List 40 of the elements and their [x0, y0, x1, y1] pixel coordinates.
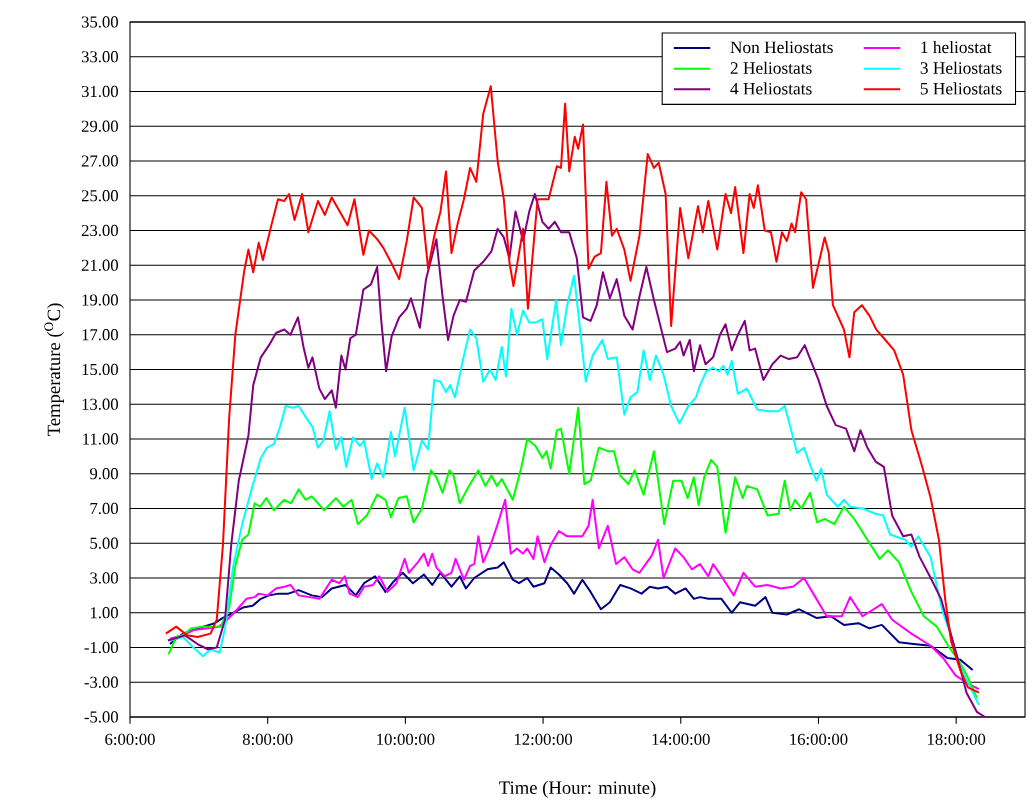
y-axis-title: Temperature ($^{O}$C) [44, 303, 64, 437]
x-axis-title: Time (Hour: minute) [499, 780, 656, 798]
y-tick-label: 31.00 [81, 85, 118, 98]
x-tick-label: 12:00:00 [514, 733, 573, 746]
y-tick-label: 13.00 [82, 398, 118, 410]
legend-label: 2 Heliostats [730, 61, 812, 74]
y-tick-label: 5.00 [90, 537, 118, 549]
y-tick-label: 17.00 [82, 329, 118, 341]
x-tick-label: 14:00:00 [652, 733, 710, 746]
x-tick-label: 6:00:00 [105, 733, 155, 746]
x-tick-label: 16:00:00 [790, 733, 848, 746]
y-tick-label: 35.00 [81, 16, 118, 28]
x-tick-label: 18:00:00 [928, 733, 986, 746]
legend-label: 5 Heliostats [920, 82, 1002, 95]
x-tick-label: 8:00:00 [242, 733, 293, 746]
y-tick-label: -1.00 [84, 641, 118, 654]
legend-label: Non Heliostats [730, 40, 833, 54]
y-tick-label: 9.00 [90, 468, 118, 480]
y-tick-label: 19.00 [82, 294, 118, 306]
y-tick-label: 23.00 [81, 224, 118, 237]
y-tick-label: 21.00 [81, 259, 118, 271]
legend-label: 4 Heliostats [730, 82, 812, 95]
legend-label: 3 Heliostats [920, 61, 1002, 74]
y-tick-label: 7.00 [90, 502, 118, 515]
y-tick-label: 15.00 [82, 363, 118, 376]
y-tick-label: 29.00 [81, 120, 118, 132]
line-series [168, 498, 980, 691]
y-tick-label: 11.00 [83, 433, 118, 445]
y-tick-label: 27.00 [81, 155, 118, 167]
legend-label: 1 heliostat [921, 40, 992, 54]
y-tick-label: -5.00 [84, 711, 118, 723]
line-series [168, 274, 980, 706]
y-tick-label: 25.00 [81, 190, 118, 202]
y-tick-label: -3.00 [84, 676, 118, 688]
x-tick-label: 10:00:00 [377, 733, 435, 746]
line-series [166, 193, 987, 717]
line-series [168, 561, 974, 672]
y-tick-label: 1.00 [90, 607, 118, 619]
y-tick-label: 3.00 [90, 572, 118, 584]
y-tick-label: 33.00 [81, 51, 118, 63]
